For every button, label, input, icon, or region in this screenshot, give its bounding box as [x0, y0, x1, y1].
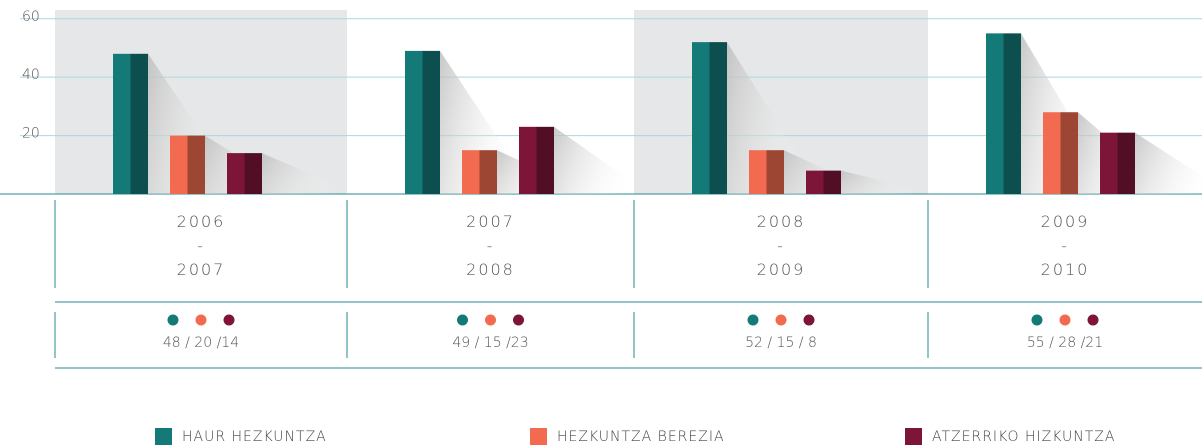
group-label: 49 / 15 /23	[452, 335, 528, 351]
bar	[749, 150, 784, 194]
bar	[692, 42, 727, 194]
series-dot	[775, 314, 787, 326]
x-tick-label: 2009 -2010	[1041, 212, 1090, 279]
bar	[806, 170, 841, 194]
series-dot	[513, 314, 524, 326]
group-label: 55 / 28 /21	[1027, 335, 1103, 351]
bar-shadow	[1135, 132, 1202, 194]
y-tick-label: 20	[22, 126, 40, 142]
legend-swatch	[530, 428, 547, 445]
bar	[170, 135, 205, 194]
series-dot	[167, 314, 179, 326]
bar	[519, 126, 554, 194]
series-dot	[747, 314, 759, 326]
bar-shadow	[841, 170, 936, 194]
series-dot	[1087, 314, 1099, 326]
x-tick-label: 2006 -2007	[177, 212, 226, 279]
bar	[227, 153, 262, 194]
bar	[462, 150, 497, 194]
bar	[405, 50, 440, 195]
y-tick-label: 60	[22, 9, 40, 25]
series-dot	[803, 314, 815, 326]
bar-shadow	[262, 153, 357, 194]
series-dot	[1031, 314, 1043, 326]
bar	[1043, 112, 1078, 194]
bar	[113, 53, 148, 194]
series-dot	[485, 314, 496, 326]
legend-label: ATZERRIKO HIZKUNTZA	[932, 429, 1115, 445]
series-dot	[457, 314, 468, 326]
x-tick-label: 2007 -2008	[466, 212, 515, 279]
series-dot	[195, 314, 207, 326]
legend-swatch	[905, 428, 922, 445]
bar-shadow	[554, 126, 649, 194]
series-dot	[223, 314, 235, 326]
x-tick-label: 2008 -2009	[757, 212, 806, 279]
legend-label: HEZKUNTZA BEREZIA	[557, 429, 725, 445]
legend-swatch	[155, 428, 172, 445]
bar	[1100, 132, 1135, 194]
series-dot	[1059, 314, 1071, 326]
bar	[986, 33, 1021, 194]
group-label: 52 / 15 / 8	[745, 335, 817, 351]
group-label: 48 / 20 /14	[163, 335, 239, 351]
legend-label: HAUR HEZKUNTZA	[182, 429, 327, 445]
y-tick-label: 40	[22, 67, 40, 83]
